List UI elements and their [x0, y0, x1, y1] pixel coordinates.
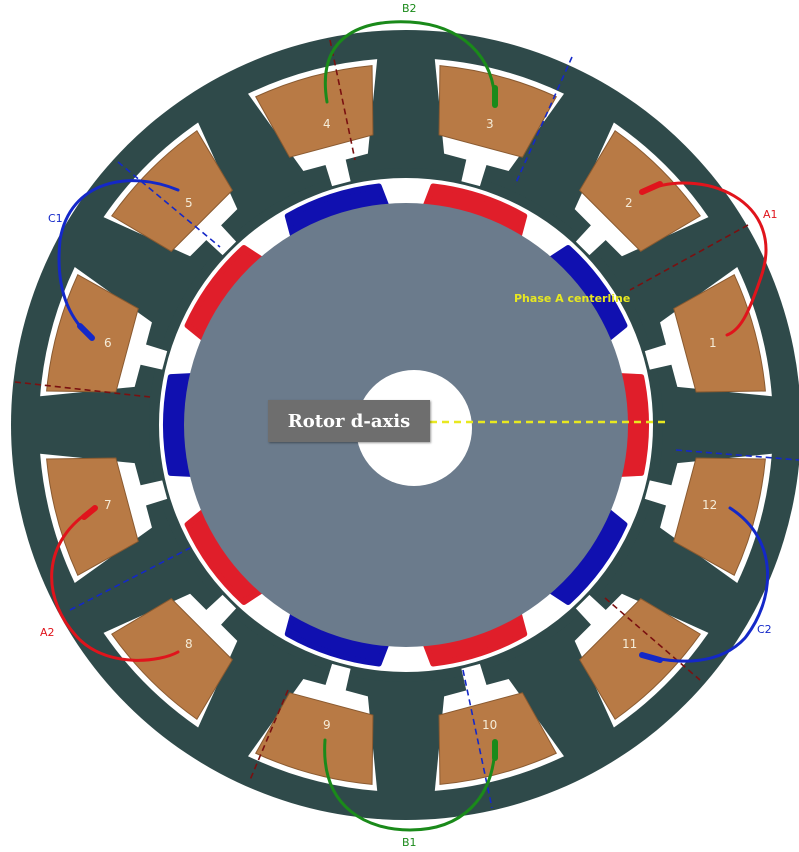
- coil-1: [673, 274, 766, 393]
- slot-number-1: 1: [709, 336, 717, 350]
- coil-label-c2: C2: [757, 623, 772, 636]
- coil-6: [46, 274, 139, 393]
- coil-arc-end-6: [639, 652, 663, 663]
- coil-label-c1: C1: [48, 212, 63, 225]
- phase-a-centerline-label: Phase A centerline: [514, 292, 630, 305]
- slot-opening-3: [461, 155, 488, 187]
- coil-7: [46, 457, 139, 576]
- axis-dash-line-1: [329, 39, 356, 161]
- slot-number-3: 3: [486, 117, 494, 131]
- slot-opening-6: [136, 343, 168, 370]
- slot-opening-4: [324, 155, 351, 187]
- slot-number-4: 4: [323, 117, 331, 131]
- rotor-d-axis-label: Rotor d-axis: [287, 410, 411, 432]
- slot-number-6: 6: [104, 336, 112, 350]
- coil-arc-end-2: [81, 505, 98, 520]
- coil-arc-end-5: [77, 323, 95, 341]
- slot-number-7: 7: [104, 498, 112, 512]
- coil-arc-c1: [57, 179, 180, 340]
- coil-4: [255, 65, 374, 158]
- stator-tooth-tips: [149, 168, 663, 682]
- slot-number-12: 12: [702, 498, 717, 512]
- slot-opening-11: [575, 594, 609, 628]
- axis-dash-line-4: [604, 597, 701, 681]
- slot-number-10: 10: [482, 718, 497, 732]
- coil-label-b2: B2: [402, 2, 417, 15]
- slot-opening-8: [203, 594, 237, 628]
- coil-12: [673, 457, 766, 576]
- coil-label-b1: B1: [402, 836, 417, 849]
- coil-arc-a2: [50, 506, 180, 662]
- coil-5: [111, 130, 233, 252]
- slot-opening-1: [644, 343, 676, 370]
- slot-number-5: 5: [185, 196, 193, 210]
- axis-lines: [14, 39, 799, 809]
- axis-dash-line-2: [629, 224, 749, 291]
- slot-opening-12: [644, 480, 676, 507]
- coil-arc-c2: [640, 506, 770, 663]
- slot-number-8: 8: [185, 637, 193, 651]
- coil-connections: [50, 20, 770, 832]
- axis-dash-line-7: [117, 161, 221, 248]
- axis-dash-line-6: [514, 56, 573, 186]
- slot-opening-2: [575, 222, 609, 256]
- coil-10: [438, 692, 557, 785]
- axis-dash-line-9: [69, 547, 191, 611]
- slot-opening-9: [324, 663, 351, 695]
- coil-arc-end-1: [639, 181, 663, 195]
- coil-9: [255, 692, 374, 785]
- coil-3: [438, 65, 557, 158]
- axis-dash-line-5: [249, 689, 289, 781]
- slot-opening-10: [461, 663, 488, 695]
- slot-opening-7: [136, 480, 168, 507]
- rotor-d-axis-label-box: Rotor d-axis: [268, 400, 430, 442]
- slot-number-2: 2: [625, 196, 633, 210]
- coil-label-a2: A2: [40, 626, 55, 639]
- coil-8: [111, 598, 233, 720]
- coil-11: [579, 598, 701, 720]
- axis-dash-line-3: [14, 381, 151, 398]
- coil-arc-a1: [640, 181, 768, 337]
- coil-arc-b1: [323, 738, 497, 832]
- coil-arc-b2: [323, 20, 497, 107]
- labels: 1 2 3 4 5 6 7 8 9 10 11 12 A1 A2 B2 B1 C…: [40, 2, 778, 849]
- slot-opening-5: [203, 222, 237, 256]
- coil-label-a1: A1: [763, 208, 778, 221]
- axis-dash-line-8: [675, 449, 799, 461]
- slot-number-9: 9: [323, 718, 331, 732]
- axis-dash-line-10: [462, 669, 493, 809]
- slot-number-11: 11: [622, 637, 637, 651]
